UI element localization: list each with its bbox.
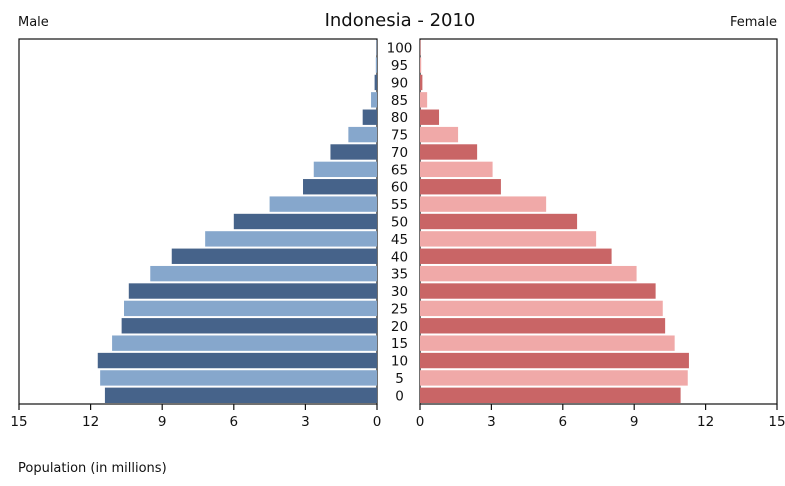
female-bar-age-30 xyxy=(420,283,656,298)
age-label-55: 55 xyxy=(391,197,408,213)
female-bar-age-20 xyxy=(420,318,665,333)
female-x-tick-label-3: 3 xyxy=(487,414,496,430)
age-label-20: 20 xyxy=(391,319,408,335)
male-bar-age-30 xyxy=(129,283,377,298)
female-bar-age-15 xyxy=(420,335,675,350)
age-label-60: 60 xyxy=(391,180,408,196)
male-x-tick-label-15: 15 xyxy=(10,414,27,430)
female-bar-age-75 xyxy=(420,127,458,142)
age-labels: 1009590858075706560555045403530252015105… xyxy=(387,41,413,405)
male-x-tick-label-9: 9 xyxy=(158,414,167,430)
male-bar-age-80 xyxy=(363,110,377,125)
female-bar-age-65 xyxy=(420,162,493,177)
male-bar-age-65 xyxy=(314,162,377,177)
age-label-90: 90 xyxy=(391,75,408,91)
male-bar-age-15 xyxy=(112,335,377,350)
female-label: Female xyxy=(730,15,777,30)
female-x-tick-label-0: 0 xyxy=(416,414,425,430)
age-label-35: 35 xyxy=(391,267,408,283)
male-bar-age-25 xyxy=(124,301,377,316)
female-bar-age-80 xyxy=(420,110,439,125)
age-label-45: 45 xyxy=(391,232,408,248)
age-label-5: 5 xyxy=(395,371,404,387)
age-label-10: 10 xyxy=(391,354,408,370)
age-label-100: 100 xyxy=(387,41,413,57)
male-bar-age-75 xyxy=(348,127,377,142)
age-label-50: 50 xyxy=(391,215,408,231)
female-bar-age-0 xyxy=(420,388,681,403)
male-bar-age-20 xyxy=(122,318,377,333)
male-x-tick-label-6: 6 xyxy=(230,414,239,430)
age-label-0: 0 xyxy=(395,388,404,404)
male-bar-age-95 xyxy=(376,57,377,72)
age-label-30: 30 xyxy=(391,284,408,300)
age-label-40: 40 xyxy=(391,249,408,265)
chart-title: Indonesia - 2010 xyxy=(325,10,476,31)
male-bar-age-45 xyxy=(205,231,377,246)
female-bar-age-55 xyxy=(420,196,546,211)
age-label-85: 85 xyxy=(391,93,408,109)
male-bar-age-35 xyxy=(150,266,377,281)
female-x-tick-label-12: 12 xyxy=(697,414,714,430)
female-bar-age-95 xyxy=(420,57,421,72)
male-x-tick-label-12: 12 xyxy=(82,414,99,430)
female-bar-age-85 xyxy=(420,92,427,107)
male-bar-age-90 xyxy=(375,75,377,90)
female-bar-age-90 xyxy=(420,75,422,90)
male-bar-age-40 xyxy=(172,249,377,264)
male-bar-age-50 xyxy=(234,214,377,229)
female-bar-age-45 xyxy=(420,231,596,246)
age-label-95: 95 xyxy=(391,58,408,74)
male-bar-age-5 xyxy=(100,370,377,385)
age-label-75: 75 xyxy=(391,128,408,144)
age-label-80: 80 xyxy=(391,110,408,126)
male-bar-age-0 xyxy=(105,388,377,403)
male-bar-age-70 xyxy=(330,144,377,159)
female-panel: 0 3 6 9 12 15 xyxy=(416,39,785,430)
female-bar-age-60 xyxy=(420,179,501,194)
male-panel: 15 12 9 6 3 0 xyxy=(10,39,381,430)
male-bar-age-55 xyxy=(270,196,377,211)
female-bar-age-10 xyxy=(420,353,689,368)
male-bar-age-60 xyxy=(303,179,377,194)
male-label: Male xyxy=(18,15,49,30)
x-axis-label: Population (in millions) xyxy=(18,461,167,476)
age-label-65: 65 xyxy=(391,162,408,178)
female-bar-age-70 xyxy=(420,144,477,159)
female-bar-age-40 xyxy=(420,249,612,264)
female-bar-age-35 xyxy=(420,266,637,281)
female-bar-age-5 xyxy=(420,370,688,385)
male-bar-age-10 xyxy=(98,353,377,368)
female-bar-age-25 xyxy=(420,301,663,316)
female-bar-age-50 xyxy=(420,214,577,229)
age-label-70: 70 xyxy=(391,145,408,161)
female-x-tick-label-6: 6 xyxy=(559,414,568,430)
female-x-tick-label-9: 9 xyxy=(630,414,639,430)
age-label-15: 15 xyxy=(391,336,408,352)
female-x-tick-label-15: 15 xyxy=(768,414,785,430)
male-bar-age-85 xyxy=(371,92,377,107)
age-label-25: 25 xyxy=(391,301,408,317)
male-x-tick-label-3: 3 xyxy=(301,414,310,430)
male-x-tick-label-0: 0 xyxy=(373,414,382,430)
